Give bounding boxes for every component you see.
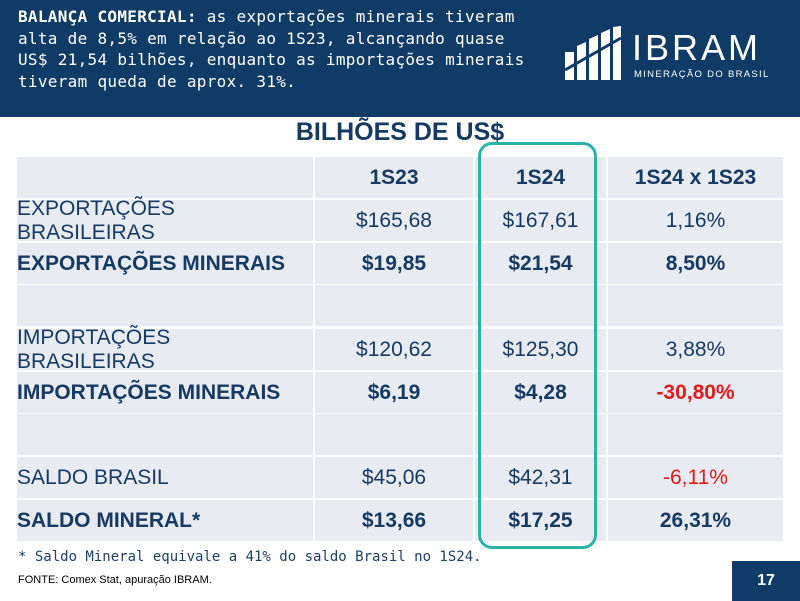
cell-s24: $17,25	[475, 500, 606, 541]
ibram-logo: IBRAM MINERAÇÃO DO BRASIL	[563, 26, 773, 86]
header-banner: BALANÇA COMERCIAL: as exportações minera…	[0, 0, 800, 117]
logo-subtitle: MINERAÇÃO DO BRASIL	[634, 69, 770, 80]
cell-s24	[475, 285, 606, 326]
row-label: SALDO MINERAL*	[17, 500, 313, 541]
source-note: FONTE: Comex Stat, apuração IBRAM.	[18, 574, 212, 586]
cell-change: 8,50%	[608, 243, 783, 284]
row-label	[17, 414, 313, 455]
cell-s23: $120,62	[315, 329, 473, 370]
cell-change: 26,31%	[608, 500, 783, 541]
cell-change: 1,16%	[608, 200, 783, 241]
cell-s23: $19,85	[315, 243, 473, 284]
cell-s24: $167,61	[475, 200, 606, 241]
cell-change: -6,11%	[608, 457, 783, 498]
cell-change: -30,80%	[608, 372, 783, 413]
cell-change: 3,88%	[608, 329, 783, 370]
logo-name: IBRAM	[632, 27, 762, 68]
row-label: IMPORTAÇÕES MINERAIS	[17, 372, 313, 413]
header-body: as exportações minerais tiveram alta de …	[18, 7, 525, 91]
row-label: EXPORTAÇÕES MINERAIS	[17, 243, 313, 284]
header-lead: BALANÇA COMERCIAL:	[18, 7, 197, 26]
cell-s23: $13,66	[315, 500, 473, 541]
column-header	[17, 157, 313, 198]
cell-s23	[315, 285, 473, 326]
table-title: BILHÕES DE US$	[295, 118, 505, 146]
row-label: EXPORTAÇÕES BRASILEIRAS	[17, 197, 313, 244]
row-label	[17, 285, 313, 326]
row-label: IMPORTAÇÕES BRASILEIRAS	[17, 326, 313, 373]
page-number: 17	[732, 561, 800, 601]
footnote: * Saldo Mineral equivale a 41% do saldo …	[18, 549, 482, 565]
cell-s23: $165,68	[315, 200, 473, 241]
cell-change	[608, 414, 783, 455]
cell-s24: $21,54	[475, 243, 606, 284]
row-label: SALDO BRASIL	[17, 457, 313, 498]
column-header: 1S23	[315, 157, 473, 198]
cell-s24: $42,31	[475, 457, 606, 498]
cell-change	[608, 285, 783, 326]
cell-s23: $45,06	[315, 457, 473, 498]
cell-s23	[315, 414, 473, 455]
ibram-logo-icon	[564, 26, 622, 80]
header-text: BALANÇA COMERCIAL: as exportações minera…	[18, 6, 543, 92]
column-header: 1S24 x 1S23	[608, 157, 783, 198]
cell-s23: $6,19	[315, 372, 473, 413]
cell-s24: $125,30	[475, 329, 606, 370]
cell-s24: $4,28	[475, 372, 606, 413]
cell-s24	[475, 414, 606, 455]
column-header: 1S24	[475, 157, 606, 198]
